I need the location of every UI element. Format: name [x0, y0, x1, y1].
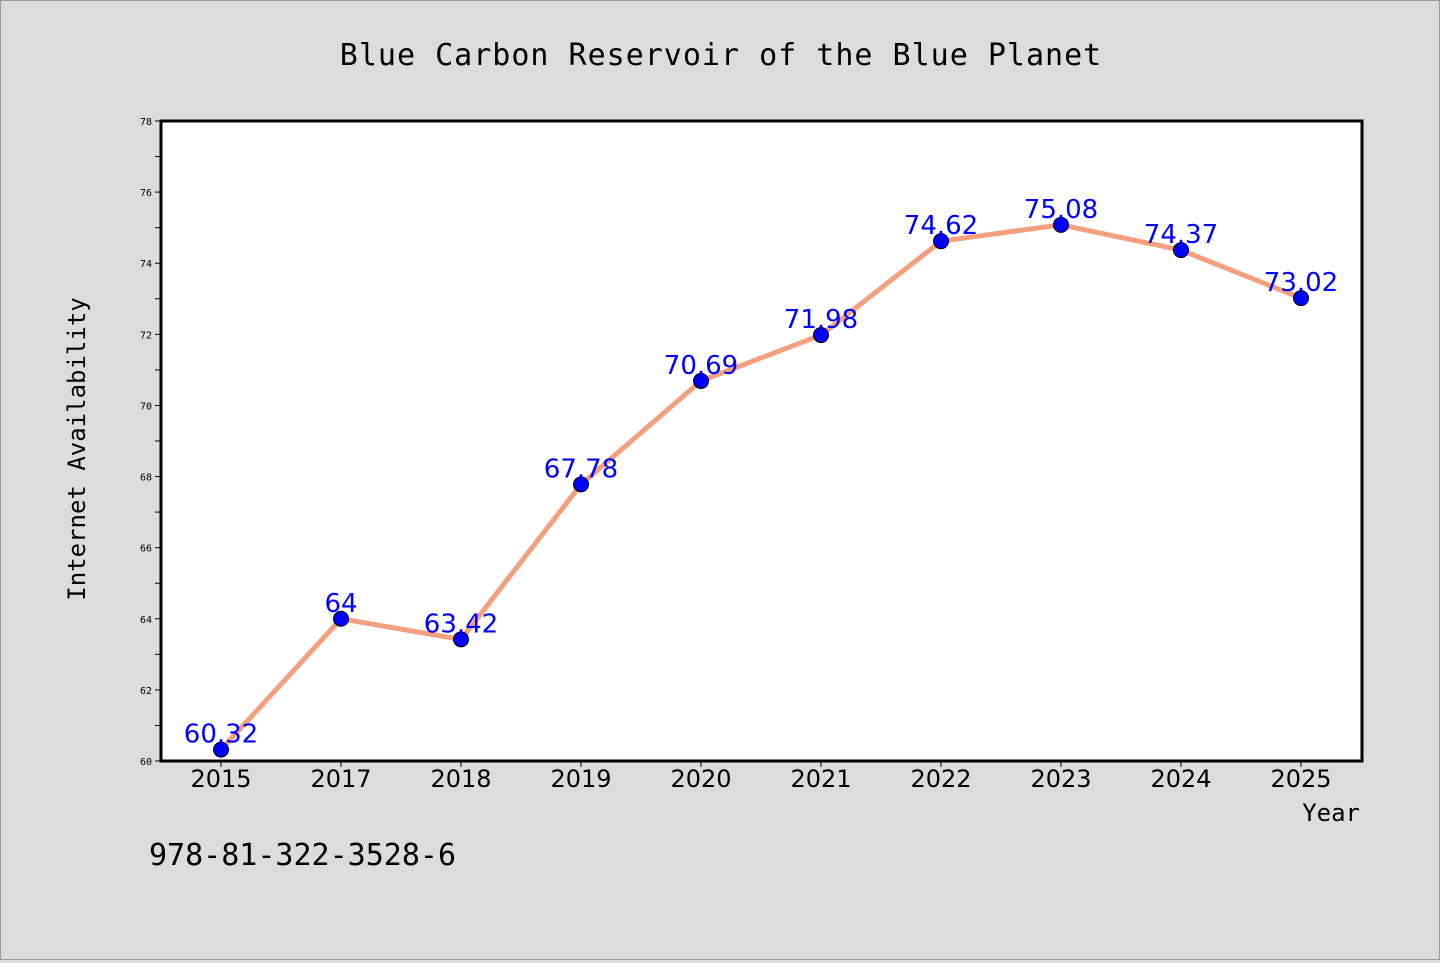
data-point-marker: [573, 476, 589, 493]
data-point-marker: [813, 327, 829, 344]
y-tick-label: 78: [140, 117, 152, 128]
data-point-marker: [453, 631, 469, 648]
chart-title: Blue Carbon Reservoir of the Blue Planet: [340, 38, 1102, 73]
data-label: 73.02: [1264, 268, 1338, 298]
y-tick-label: 70: [140, 401, 152, 412]
data-point-marker: [1053, 216, 1069, 233]
x-axis-ticks: 2015 2017 2018 2019 2020 2021 2022 2023 2024 2025: [190, 761, 1332, 793]
y-tick-label: 60: [140, 757, 152, 768]
y-tick-label: 76: [140, 188, 152, 199]
data-point-marker: [1173, 242, 1189, 259]
data-point-marker: [933, 233, 949, 250]
x-tick-label: 2017: [310, 765, 371, 793]
data-label: 70.69: [664, 351, 738, 381]
y-tick-label: 72: [140, 330, 152, 341]
x-axis-title: Year: [1302, 799, 1360, 827]
y-tick-label: 62: [140, 686, 152, 697]
data-label: 67.78: [544, 454, 618, 484]
y-tick-label: 66: [140, 544, 152, 555]
series-line: [218, 222, 1304, 753]
series-layer: [213, 216, 1309, 758]
x-tick-label: 2020: [670, 765, 731, 793]
x-tick-label: 2022: [910, 765, 971, 793]
y-tick-label: 64: [140, 615, 152, 626]
data-label: 71.98: [784, 305, 858, 335]
data-point-marker: [213, 741, 229, 758]
data-label: 63.42: [424, 609, 498, 639]
y-tick-label: 68: [140, 473, 152, 484]
x-tick-label: 2018: [430, 765, 491, 793]
data-label: 75.08: [1024, 195, 1098, 225]
y-tick-label: 74: [140, 259, 152, 270]
x-tick-label: 2023: [1030, 765, 1091, 793]
x-tick-label: 2015: [190, 765, 251, 793]
x-tick-label: 2021: [790, 765, 851, 793]
y-axis-ticks: 60 62 64 66 68 70 72 74 76 78: [140, 117, 161, 768]
isbn-annotation: 978-81-322-3528-6: [149, 838, 456, 873]
plot-area: [159, 119, 1364, 763]
data-point-marker: [333, 610, 349, 627]
x-tick-label: 2024: [1150, 765, 1211, 793]
data-label: 74.37: [1144, 220, 1218, 250]
data-label: 64: [324, 589, 357, 619]
data-point-marker: [693, 372, 709, 389]
data-point-marker: [1293, 290, 1309, 307]
x-tick-label: 2019: [550, 765, 611, 793]
data-label: 74.62: [904, 211, 978, 241]
y-axis-title: Internet Availability: [63, 297, 91, 600]
data-label: 60.32: [184, 720, 258, 750]
x-tick-label: 2025: [1270, 765, 1331, 793]
data-labels-layer: 60.32 64 63.42 67.78 70.69 71.98 74.62 75.08 74.…: [184, 195, 1338, 750]
